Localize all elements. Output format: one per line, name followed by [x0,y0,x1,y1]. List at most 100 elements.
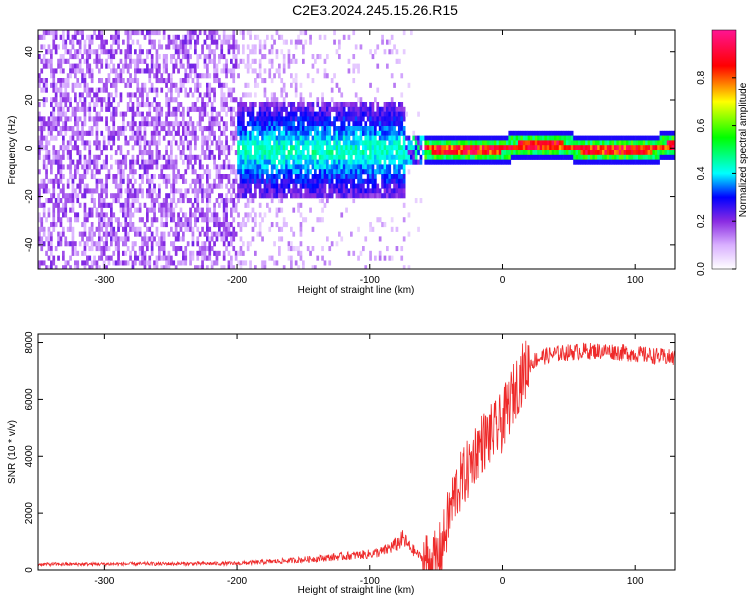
heatmap-cell [170,164,173,170]
y-tick-label: 20 [24,94,35,106]
heatmap-cell [318,150,322,156]
heatmap-cell [376,44,380,50]
heatmap-cell [369,250,372,256]
heatmap-cell [285,222,288,228]
heatmap-cell [321,154,324,160]
heatmap-cell [155,265,159,269]
heatmap-cell [570,150,574,156]
heatmap-cell [45,49,48,55]
heatmap-cell [304,217,308,223]
heatmap-cell [299,164,303,170]
heatmap-cell [405,135,408,141]
heatmap-cell [124,188,128,194]
heatmap-cell [234,44,238,50]
heatmap-cell [162,121,166,127]
heatmap-cell [160,126,164,132]
heatmap-cell [299,130,303,136]
heatmap-cell [232,34,236,40]
heatmap-cell [508,154,512,160]
heatmap-cell [398,58,401,64]
heatmap-cell [292,54,296,60]
heatmap-cell [143,222,147,228]
heatmap-cell [472,154,476,160]
heatmap-cell [102,241,106,247]
heatmap-cell [338,145,341,151]
heatmap-cell [458,135,461,141]
heatmap-cell [201,250,204,256]
heatmap-cell [280,145,284,151]
heatmap-cell [513,130,516,136]
heatmap-cell [302,49,305,55]
heatmap-cell [479,140,483,146]
heatmap-cell [143,260,147,266]
heatmap-cell [258,63,262,69]
heatmap-cell [179,236,183,242]
heatmap-cell [110,255,113,261]
heatmap-cell [143,255,147,261]
heatmap-cell [155,68,159,74]
heatmap-cell [246,111,250,117]
heatmap-cell [525,140,528,146]
heatmap-cell [302,116,305,122]
heatmap-cell [323,183,327,189]
heatmap-cell [64,202,68,208]
snr-x-ticks: -300 -200 -100 0 100 [94,334,644,587]
heatmap-cell [335,188,339,194]
heatmap-cell [366,111,370,117]
heatmap-cell [136,68,140,74]
heatmap-cell [287,159,291,165]
heatmap-cell [191,212,195,218]
heatmap-cell [244,212,248,218]
heatmap-cell [311,193,315,199]
heatmap-cell [580,159,584,165]
heatmap-cell [383,159,387,165]
heatmap-cell [66,164,70,170]
heatmap-cell [150,222,154,228]
heatmap-cell [364,169,368,175]
heatmap-cell [448,159,452,165]
heatmap-cell [95,58,99,64]
heatmap-cell [105,82,108,88]
heatmap-cell [90,169,94,175]
heatmap-cell [38,198,41,204]
heatmap-cell [246,169,250,175]
heatmap-cell [374,130,377,136]
heatmap-cell [330,135,334,141]
heatmap-cell [306,174,310,180]
heatmap-cell [196,78,200,84]
heatmap-cell [215,198,219,204]
heatmap-cell [220,265,224,269]
heatmap-cell [71,63,75,69]
heatmap-cell [230,130,233,136]
heatmap-cell [350,159,353,165]
heatmap-cell [335,174,339,180]
heatmap-cell [186,39,190,45]
heatmap-cell [395,135,399,141]
heatmap-cell [78,159,82,165]
heatmap-cell [290,150,293,156]
heatmap-cell [112,49,116,55]
heatmap-cell [326,164,329,170]
heatmap-cell [162,255,166,261]
heatmap-cell [278,159,281,165]
heatmap-cell [150,217,154,223]
heatmap-cell [664,150,668,156]
heatmap-cell [129,78,132,84]
chart-title: C2E3.2024.245.15.26.R15 [292,2,458,18]
heatmap-cell [419,198,423,204]
heatmap-cell [556,154,560,160]
heatmap-cell [402,174,406,180]
heatmap-cell [90,207,94,213]
heatmap-cell [242,145,245,151]
heatmap-cell [88,126,92,132]
heatmap-cell [460,154,464,160]
heatmap-cell [323,116,327,122]
heatmap-cell [342,111,346,117]
heatmap-cell [66,178,70,184]
heatmap-cell [414,198,418,204]
heatmap-cell [119,207,123,213]
heatmap-cell [662,150,665,156]
heatmap-cell [93,49,96,55]
heatmap-cell [323,150,327,156]
heatmap-cell [206,207,209,213]
